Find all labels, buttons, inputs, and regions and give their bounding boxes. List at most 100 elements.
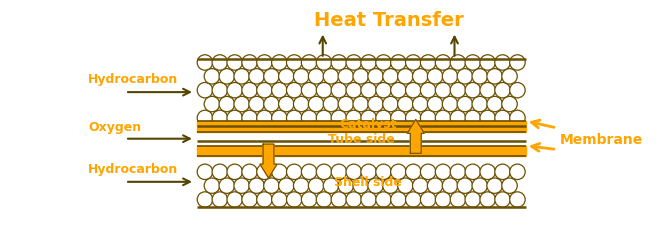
Circle shape xyxy=(361,83,376,99)
Circle shape xyxy=(197,55,213,71)
Circle shape xyxy=(294,69,309,85)
Circle shape xyxy=(316,165,332,180)
Circle shape xyxy=(272,192,287,207)
Circle shape xyxy=(204,69,220,85)
Circle shape xyxy=(405,83,421,99)
Circle shape xyxy=(286,83,302,99)
Circle shape xyxy=(227,83,242,99)
Circle shape xyxy=(316,55,332,71)
Circle shape xyxy=(368,178,383,194)
Circle shape xyxy=(487,178,502,194)
Circle shape xyxy=(391,165,406,180)
Circle shape xyxy=(286,192,302,207)
Circle shape xyxy=(212,165,228,180)
Text: Membrane: Membrane xyxy=(560,132,643,146)
Circle shape xyxy=(219,69,234,85)
Circle shape xyxy=(227,165,242,180)
Circle shape xyxy=(368,69,383,85)
Circle shape xyxy=(368,97,383,112)
Circle shape xyxy=(450,55,466,71)
Circle shape xyxy=(391,55,406,71)
Circle shape xyxy=(420,111,436,126)
Circle shape xyxy=(465,165,480,180)
Circle shape xyxy=(331,83,346,99)
Circle shape xyxy=(242,192,257,207)
Circle shape xyxy=(502,178,517,194)
Circle shape xyxy=(257,192,272,207)
Circle shape xyxy=(487,97,502,112)
Circle shape xyxy=(397,97,413,112)
Circle shape xyxy=(302,165,317,180)
Circle shape xyxy=(249,97,264,112)
Circle shape xyxy=(308,97,324,112)
Circle shape xyxy=(405,111,421,126)
Circle shape xyxy=(234,69,249,85)
Circle shape xyxy=(197,111,213,126)
Text: Catalyst: Catalyst xyxy=(339,117,397,130)
Circle shape xyxy=(242,165,257,180)
Circle shape xyxy=(212,111,228,126)
Circle shape xyxy=(286,55,302,71)
Circle shape xyxy=(242,55,257,71)
Circle shape xyxy=(436,83,451,99)
Circle shape xyxy=(234,97,249,112)
Circle shape xyxy=(405,55,421,71)
Circle shape xyxy=(204,178,220,194)
Circle shape xyxy=(272,165,287,180)
Circle shape xyxy=(353,178,368,194)
Circle shape xyxy=(428,178,443,194)
Circle shape xyxy=(316,111,332,126)
Circle shape xyxy=(338,178,354,194)
Circle shape xyxy=(502,97,517,112)
Circle shape xyxy=(323,69,339,85)
Circle shape xyxy=(376,165,391,180)
Circle shape xyxy=(442,69,458,85)
Circle shape xyxy=(412,69,428,85)
Circle shape xyxy=(442,178,458,194)
Circle shape xyxy=(420,55,436,71)
Circle shape xyxy=(331,192,346,207)
Circle shape xyxy=(405,165,421,180)
Circle shape xyxy=(323,178,339,194)
Circle shape xyxy=(480,192,496,207)
Circle shape xyxy=(361,55,376,71)
Circle shape xyxy=(197,192,213,207)
Circle shape xyxy=(376,192,391,207)
Circle shape xyxy=(279,178,294,194)
Circle shape xyxy=(353,69,368,85)
Bar xyxy=(197,121,526,132)
Circle shape xyxy=(376,111,391,126)
Circle shape xyxy=(227,111,242,126)
Circle shape xyxy=(376,55,391,71)
Circle shape xyxy=(450,165,466,180)
Circle shape xyxy=(465,55,480,71)
Circle shape xyxy=(361,165,376,180)
Circle shape xyxy=(346,111,362,126)
Circle shape xyxy=(510,111,525,126)
Circle shape xyxy=(480,83,496,99)
Circle shape xyxy=(397,178,413,194)
Circle shape xyxy=(383,178,398,194)
Circle shape xyxy=(346,55,362,71)
Circle shape xyxy=(308,69,324,85)
Circle shape xyxy=(436,111,451,126)
Circle shape xyxy=(457,178,473,194)
Circle shape xyxy=(361,192,376,207)
Circle shape xyxy=(480,55,496,71)
Circle shape xyxy=(376,83,391,99)
Circle shape xyxy=(302,83,317,99)
Circle shape xyxy=(495,192,510,207)
Circle shape xyxy=(272,55,287,71)
Circle shape xyxy=(331,165,346,180)
Circle shape xyxy=(510,165,525,180)
Circle shape xyxy=(302,192,317,207)
Circle shape xyxy=(495,83,510,99)
Circle shape xyxy=(450,83,466,99)
Circle shape xyxy=(257,55,272,71)
Circle shape xyxy=(457,69,473,85)
Circle shape xyxy=(383,97,398,112)
Text: Hydrocarbon: Hydrocarbon xyxy=(88,162,178,175)
Circle shape xyxy=(257,165,272,180)
Circle shape xyxy=(197,165,213,180)
Circle shape xyxy=(457,97,473,112)
